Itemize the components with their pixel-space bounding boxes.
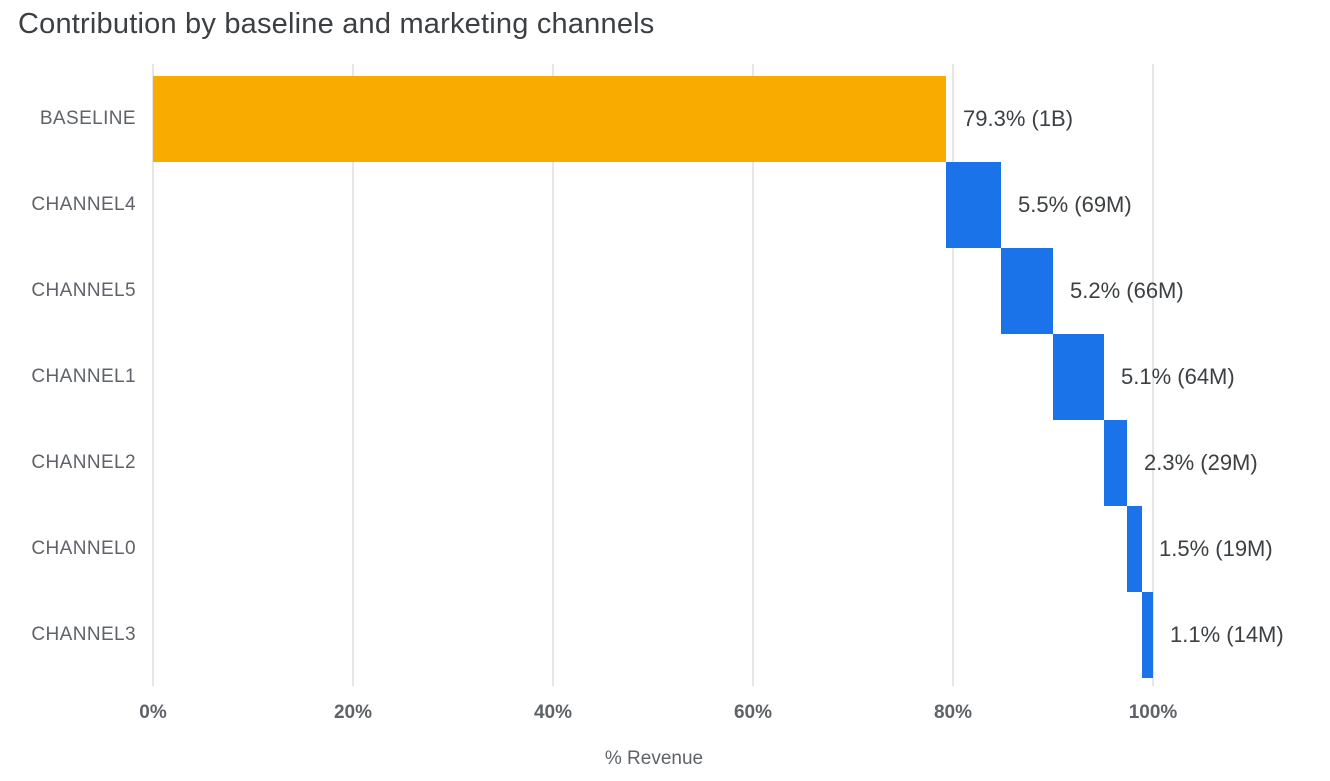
- bar-channel3[interactable]: [1142, 592, 1153, 678]
- x-tick-label-80%: 80%: [933, 702, 973, 723]
- bar-channel5[interactable]: [1001, 248, 1053, 334]
- x-tick-label-20%: 20%: [333, 702, 373, 723]
- category-label-channel3: CHANNEL3: [31, 624, 136, 645]
- x-tick-label-60%: 60%: [733, 702, 773, 723]
- category-label-baseline: BASELINE: [39, 108, 136, 129]
- bar-channel2[interactable]: [1104, 420, 1127, 506]
- gridline-100%: [1152, 64, 1154, 686]
- bar-baseline[interactable]: [153, 76, 946, 162]
- value-label-channel5: 5.2% (66M): [1070, 278, 1184, 303]
- value-label-channel3: 1.1% (14M): [1170, 622, 1284, 647]
- category-label-channel2: CHANNEL2: [31, 452, 136, 473]
- value-label-channel2: 2.3% (29M): [1144, 450, 1258, 475]
- gridline-20%: [352, 64, 354, 686]
- gridline-0%: [152, 64, 154, 686]
- value-label-channel0: 1.5% (19M): [1159, 536, 1273, 561]
- x-tick-label-40%: 40%: [533, 702, 573, 723]
- value-label-channel1: 5.1% (64M): [1121, 364, 1235, 389]
- category-label-channel4: CHANNEL4: [31, 194, 136, 215]
- category-label-channel0: CHANNEL0: [31, 538, 136, 559]
- gridline-40%: [552, 64, 554, 686]
- bar-channel1[interactable]: [1053, 334, 1104, 420]
- category-label-channel1: CHANNEL1: [31, 366, 136, 387]
- value-label-channel4: 5.5% (69M): [1018, 192, 1132, 217]
- bar-channel0[interactable]: [1127, 506, 1142, 592]
- category-label-channel5: CHANNEL5: [31, 280, 136, 301]
- bar-channel4[interactable]: [946, 162, 1001, 248]
- value-label-baseline: 79.3% (1B): [963, 106, 1074, 131]
- x-tick-label-100%: 100%: [1128, 702, 1178, 723]
- x-tick-label-0%: 0%: [139, 702, 167, 723]
- chart-title: Contribution by baseline and marketing c…: [18, 8, 655, 40]
- x-axis-title: % Revenue: [604, 748, 704, 769]
- gridline-80%: [952, 64, 954, 686]
- gridline-60%: [752, 64, 754, 686]
